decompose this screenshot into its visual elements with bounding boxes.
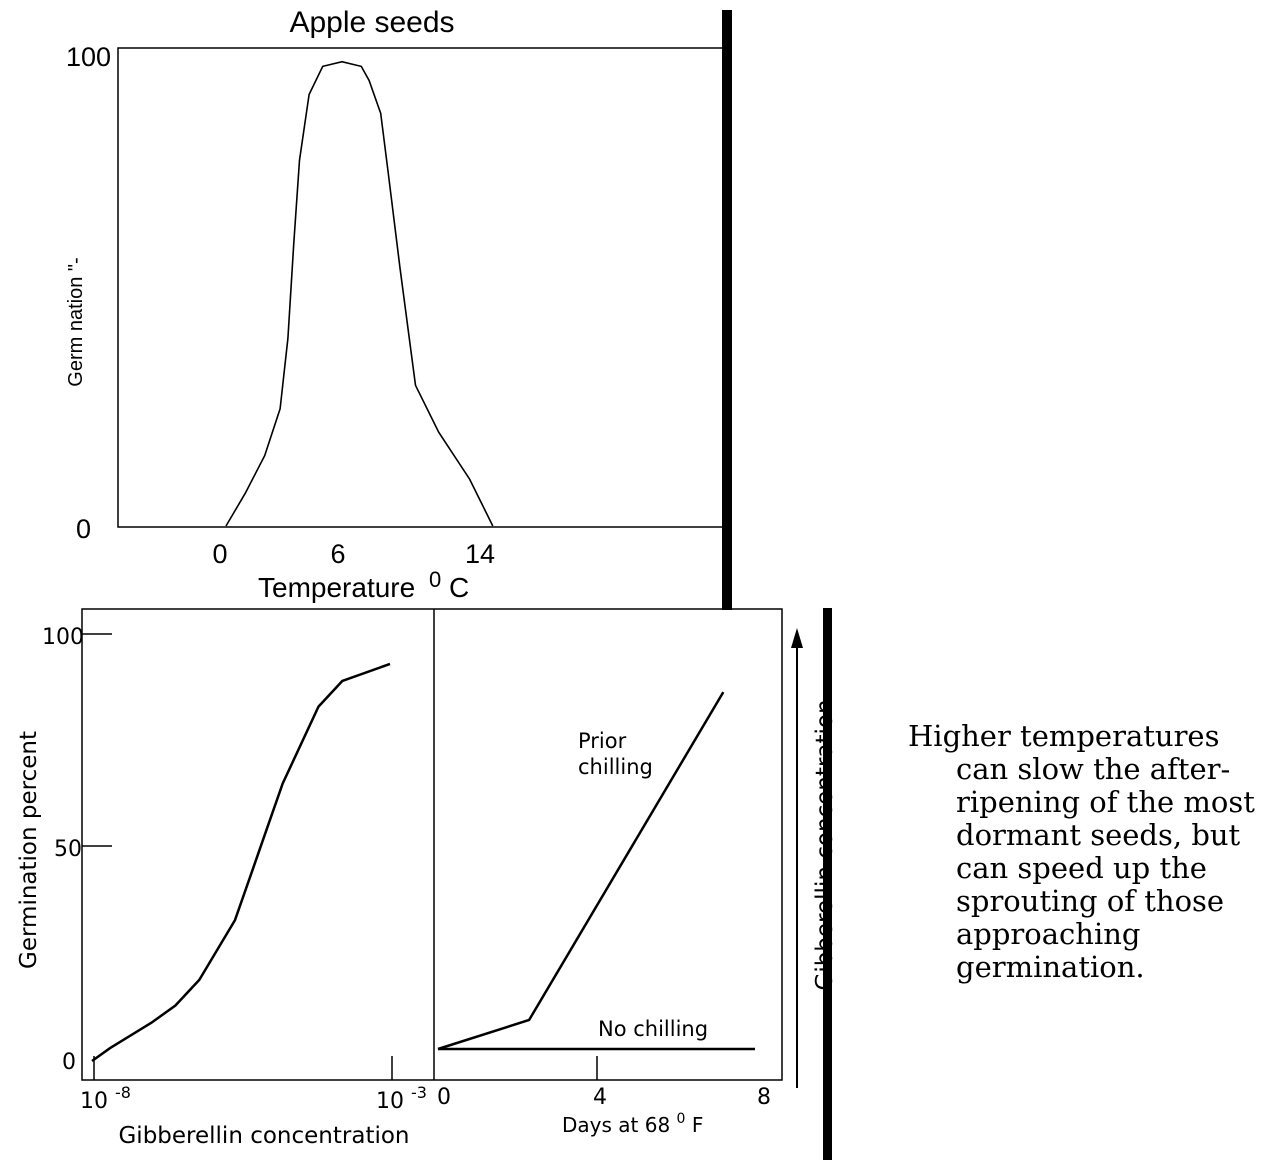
days-x-label: Days at 68 0 F <box>562 1104 703 1137</box>
gibberellin-y-tick-0: 0 <box>62 1050 76 1075</box>
days-x-label-unit: F <box>692 1113 704 1137</box>
apple-seeds-x-tick-6: 6 <box>330 539 345 569</box>
apple-seeds-x-tick-14: 14 <box>465 539 495 569</box>
apple-seeds-y-label: Germ nation "- <box>65 257 87 386</box>
no-chilling-label: No chilling <box>598 1017 708 1041</box>
gibberellin-x-tick-left-exp: -8 <box>115 1083 131 1102</box>
apple-seeds-plot-frame <box>117 47 731 528</box>
apple-seeds-chart: Apple seeds 100 0 Germ nation "- 0 6 14 … <box>65 6 732 610</box>
days-right-bar <box>823 608 832 1160</box>
prior-chilling-line <box>437 691 725 1051</box>
gibberellin-chart: 100 50 0 Germination percent 10 -8 10 -3… <box>16 608 783 1149</box>
caption-line: ripening of the most <box>956 785 1255 819</box>
concentration-arrow-head <box>791 628 803 648</box>
caption-line: germination. <box>956 950 1145 984</box>
apple-seeds-x-label: Temperature 0 C <box>258 562 469 603</box>
caption-text: Higher temperatures can slow the after-ri… <box>908 720 1268 984</box>
apple-seeds-y-tick-0: 0 <box>76 514 91 544</box>
gibberellin-concentration-side-label: Gibberellin concentration <box>812 699 838 990</box>
caption-line: dormant seeds, but <box>956 818 1241 852</box>
apple-seeds-curve <box>225 60 494 527</box>
days-x-tick-8: 8 <box>757 1085 771 1110</box>
days-x-label-sup: 0 <box>677 1111 686 1127</box>
gibberellin-y-label: Germination percent <box>16 731 42 969</box>
caption-line: can speed up the <box>956 851 1207 885</box>
gibberellin-x-label: Gibberellin concentration <box>118 1123 409 1149</box>
gibberellin-curve <box>91 662 391 1063</box>
gibberellin-y-tick-100: 100 <box>42 625 84 650</box>
prior-chilling-label-line-2: chilling <box>578 755 653 779</box>
caption-line: Higher temperatures <box>908 719 1220 753</box>
prior-chilling-label: Prior chilling <box>578 729 653 779</box>
gibberellin-x-tick-right-exp: -3 <box>411 1083 427 1102</box>
gibberellin-x-tick-right-base: 10 <box>376 1089 404 1114</box>
gibberellin-x-tick-right: 10 -3 <box>376 1083 427 1114</box>
apple-seeds-title: Apple seeds <box>289 6 454 39</box>
apple-seeds-right-bar <box>722 10 732 610</box>
days-x-label-text: Days at 68 <box>562 1113 670 1137</box>
caption-line: can slow the after- <box>956 752 1231 786</box>
days-chart: 0 4 8 Days at 68 0 F Prior chilling No c… <box>437 608 838 1160</box>
prior-chilling-label-line-1: Prior <box>578 729 627 753</box>
days-x-tick-4: 4 <box>593 1085 607 1110</box>
gibberellin-x-tick-left-base: 10 <box>80 1089 108 1114</box>
apple-seeds-x-label-sup: 0 <box>429 567 441 592</box>
apple-seeds-x-label-text: Temperature <box>258 572 415 603</box>
days-x-tick-0: 0 <box>437 1085 451 1110</box>
apple-seeds-y-tick-100: 100 <box>66 42 111 72</box>
apple-seeds-x-label-unit: C <box>449 572 469 603</box>
caption-line: sprouting of those <box>956 884 1225 918</box>
apple-seeds-x-tick-0: 0 <box>212 539 227 569</box>
gibberellin-x-tick-left: 10 -8 <box>80 1083 131 1114</box>
caption-line: approaching <box>956 917 1141 951</box>
gibberellin-plot-frame <box>81 608 783 1081</box>
gibberellin-y-tick-50: 50 <box>54 837 82 862</box>
